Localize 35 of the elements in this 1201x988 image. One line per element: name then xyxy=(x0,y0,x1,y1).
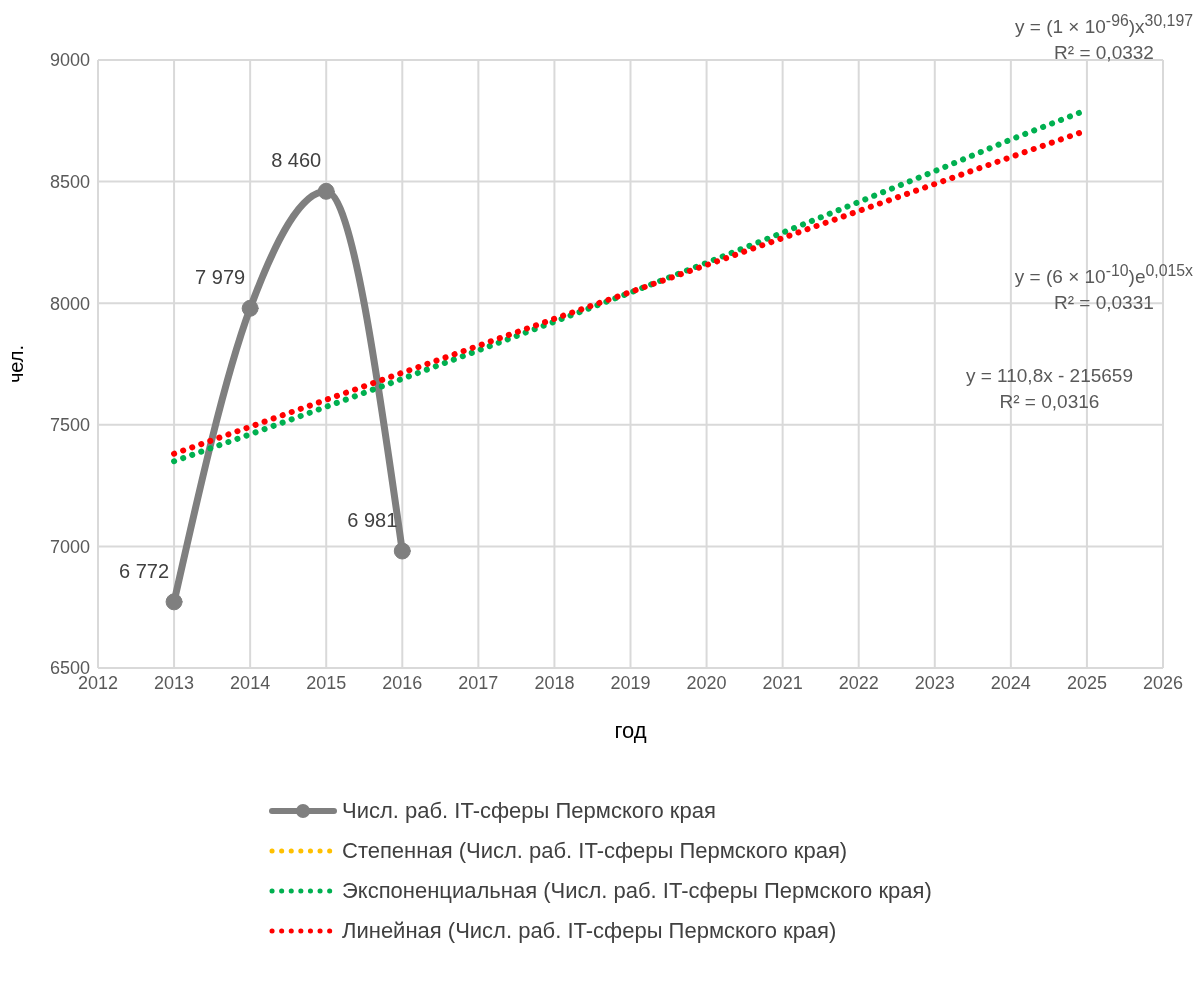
annotation: y = (1 × 10$^{-96}$)x$^{30,197}$ R² = 0,0332 xyxy=(1015,11,1193,66)
y-tick-label: 7500 xyxy=(49,415,90,436)
data-label: 8 460 xyxy=(271,149,322,172)
x-tick-label: 2018 xyxy=(534,672,575,693)
x-tick-label: 2021 xyxy=(762,672,803,693)
legend-label: Степенная (Числ. раб. IT-сферы Пермского края) xyxy=(342,838,848,864)
point xyxy=(241,299,259,317)
x-tick-label: 2025 xyxy=(1066,672,1107,693)
x-tick-label: 2024 xyxy=(990,672,1031,693)
x-tick-label: 2015 xyxy=(306,672,347,693)
x-tick-label: 2014 xyxy=(230,672,271,693)
x-tick-label: 2013 xyxy=(154,672,195,693)
data-label: 6 772 xyxy=(119,559,170,582)
x-tick-label: 2023 xyxy=(914,672,955,693)
x-tick-label: 2026 xyxy=(1142,672,1184,693)
x-axis-title: год xyxy=(614,718,647,743)
legend-label: Числ. раб. IT-сферы Пермского края xyxy=(342,798,716,824)
x-tick-label: 2022 xyxy=(838,672,879,693)
annotation: y = 110,8x - 215659 R² = 0,0316 xyxy=(965,364,1133,414)
x-tick-label: 2017 xyxy=(458,672,499,693)
point xyxy=(393,542,411,560)
legend-label: Линейная (Числ. раб. IT-сферы Пермского края) xyxy=(342,918,837,944)
y-tick-label: 9000 xyxy=(49,50,90,71)
y-tick-label: 8000 xyxy=(49,293,90,314)
data-label: 7 979 xyxy=(195,266,246,289)
point xyxy=(317,182,335,200)
x-tick-label: 2020 xyxy=(686,672,727,693)
x-tick-label: 2019 xyxy=(610,672,651,693)
y-tick-label: 8500 xyxy=(49,171,90,192)
legend-label: Экспоненциальная (Числ. раб. IT-сферы Пермского края) xyxy=(342,878,932,904)
y-tick-label: 7000 xyxy=(49,536,90,557)
point xyxy=(165,593,183,611)
x-tick-label: 2016 xyxy=(382,672,423,693)
annotation: y = (6 × 10$^{-10}$)e$^{0,015x}$ R² = 0,0331 xyxy=(1014,261,1193,316)
y-axis-title: чел. xyxy=(5,344,28,384)
